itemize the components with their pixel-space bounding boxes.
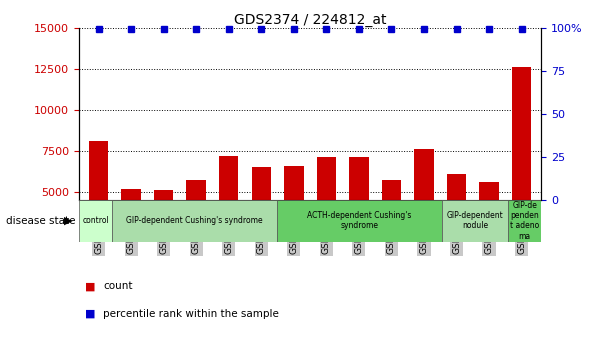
Bar bbox=[414, 149, 434, 200]
Text: ■: ■ bbox=[85, 282, 95, 291]
Bar bbox=[508, 200, 541, 242]
Bar bbox=[382, 180, 401, 200]
Text: ACTH-dependent Cushing's
syndrome: ACTH-dependent Cushing's syndrome bbox=[308, 211, 412, 230]
Text: disease state: disease state bbox=[6, 216, 75, 226]
Text: percentile rank within the sample: percentile rank within the sample bbox=[103, 309, 279, 319]
Text: ■: ■ bbox=[85, 309, 95, 319]
Text: control: control bbox=[82, 216, 109, 225]
Text: count: count bbox=[103, 282, 133, 291]
Bar bbox=[512, 67, 531, 200]
Text: ▶: ▶ bbox=[64, 216, 73, 226]
Bar bbox=[219, 156, 238, 200]
Bar bbox=[447, 174, 466, 200]
Text: GIP-dependent Cushing's syndrome: GIP-dependent Cushing's syndrome bbox=[126, 216, 263, 225]
Bar bbox=[349, 157, 368, 200]
Bar bbox=[187, 180, 206, 200]
Bar bbox=[277, 200, 442, 242]
Title: GDS2374 / 224812_at: GDS2374 / 224812_at bbox=[234, 12, 386, 27]
Text: GIP-dependent
nodule: GIP-dependent nodule bbox=[447, 211, 503, 230]
Bar bbox=[252, 167, 271, 200]
Bar bbox=[79, 200, 112, 242]
Bar bbox=[112, 200, 277, 242]
Bar bbox=[442, 200, 508, 242]
Bar bbox=[89, 141, 108, 200]
Bar bbox=[479, 182, 499, 200]
Text: GIP-de
penden
t adeno
ma: GIP-de penden t adeno ma bbox=[510, 201, 539, 241]
Bar bbox=[154, 190, 173, 200]
Bar bbox=[122, 189, 141, 200]
Bar bbox=[284, 166, 303, 200]
Bar bbox=[317, 157, 336, 200]
